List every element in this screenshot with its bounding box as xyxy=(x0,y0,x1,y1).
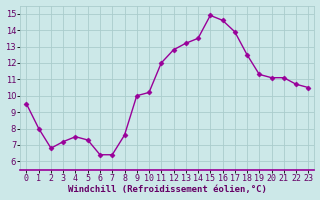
X-axis label: Windchill (Refroidissement éolien,°C): Windchill (Refroidissement éolien,°C) xyxy=(68,185,267,194)
